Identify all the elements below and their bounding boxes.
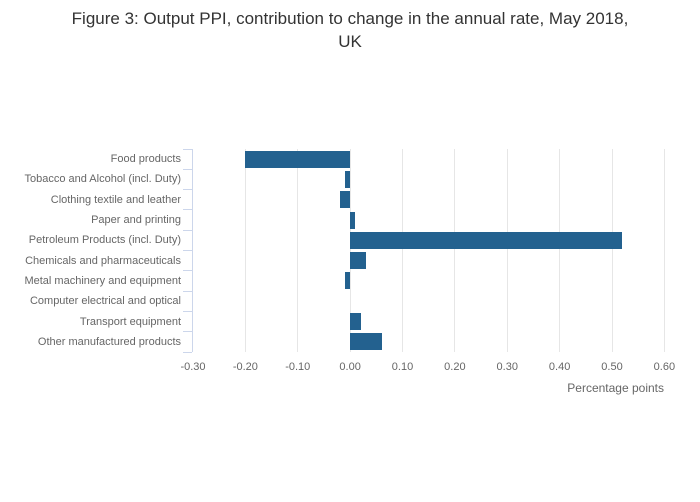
bar-transport-equipment xyxy=(350,313,361,331)
gridline xyxy=(559,149,561,352)
gridline xyxy=(349,149,351,352)
category-label: Computer electrical and optical xyxy=(29,295,181,308)
gridline xyxy=(454,149,456,352)
category-label: Chemicals and pharmaceuticals xyxy=(25,254,181,267)
bar-paper-and-printing xyxy=(350,211,356,229)
gridline xyxy=(611,149,613,352)
bar-petroleum-products-incl-duty xyxy=(350,231,623,249)
x-axis-tick-label: 0.30 xyxy=(496,361,518,373)
category-label: Paper and printing xyxy=(91,214,181,227)
chart-title: Figure 3: Output PPI, contribution to ch… xyxy=(0,7,700,53)
category-label: Food products xyxy=(110,153,181,166)
bar-tobacco-and-alcohol-incl-duty xyxy=(344,170,351,188)
gridline xyxy=(402,149,403,352)
y-axis-tick xyxy=(183,270,192,272)
x-axis-tick-label: 0.10 xyxy=(391,361,414,373)
category-label: Petroleum Products (incl. Duty) xyxy=(28,234,181,247)
x-axis-tick-label: 0.40 xyxy=(548,361,571,373)
gridline xyxy=(244,149,246,352)
x-axis-tick-label: 0.20 xyxy=(444,361,466,373)
chart-title-line-1: Figure 3: Output PPI, contribution to ch… xyxy=(71,9,629,28)
y-axis-tick xyxy=(183,148,192,150)
y-axis-tick xyxy=(183,229,192,231)
x-axis-tick-label: -0.20 xyxy=(232,361,258,373)
y-axis-tick xyxy=(183,209,192,211)
bar-metal-machinery-and-equipment xyxy=(344,272,351,290)
bar-chemicals-and-pharmaceuticals xyxy=(350,252,366,270)
y-axis-line xyxy=(192,149,193,352)
y-axis-tick xyxy=(183,290,192,292)
y-axis-tick xyxy=(183,250,192,251)
x-axis-tick-label: 0.60 xyxy=(653,361,676,373)
category-label: Transport equipment xyxy=(79,315,181,328)
gridline xyxy=(663,149,665,352)
y-axis-tick xyxy=(183,331,192,333)
x-axis-tick-label: 0.50 xyxy=(601,361,623,373)
x-axis-tick-label: 0.00 xyxy=(339,361,361,373)
bar-clothing-textile-and-leather xyxy=(339,191,351,209)
x-axis-title: Percentage points xyxy=(567,381,664,395)
y-axis-tick xyxy=(183,351,192,353)
chart-title-line-2: UK xyxy=(338,32,362,51)
x-axis-tick-label: -0.30 xyxy=(180,361,206,373)
y-axis-tick xyxy=(183,168,192,170)
gridline xyxy=(506,149,508,352)
x-axis-tick-label: -0.10 xyxy=(285,361,311,373)
gridline xyxy=(297,149,299,352)
y-axis-tick xyxy=(183,189,192,191)
y-axis-tick xyxy=(183,310,192,312)
bar-food-products xyxy=(245,150,351,168)
bar-other-manufactured-products xyxy=(350,333,382,351)
category-label: Clothing textile and leather xyxy=(50,193,181,206)
category-label: Metal machinery and equipment xyxy=(24,274,181,287)
category-label: Other manufactured products xyxy=(37,335,181,348)
category-label: Tobacco and Alcohol (incl. Duty) xyxy=(24,173,181,186)
